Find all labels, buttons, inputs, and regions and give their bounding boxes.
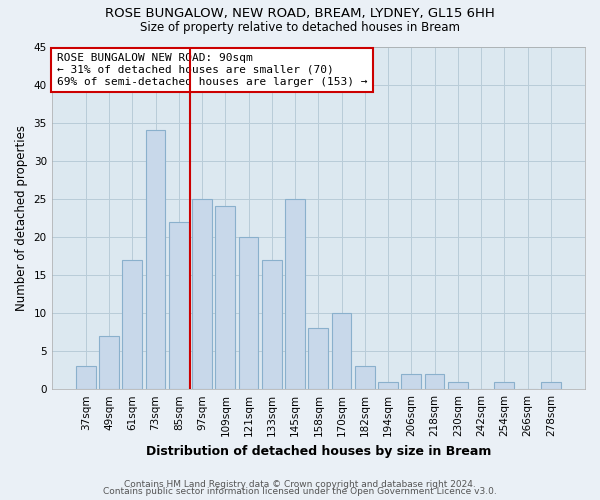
Text: Size of property relative to detached houses in Bream: Size of property relative to detached ho… bbox=[140, 21, 460, 34]
Bar bbox=[239, 237, 259, 389]
Bar bbox=[285, 199, 305, 389]
Bar bbox=[332, 313, 352, 389]
Text: Contains HM Land Registry data © Crown copyright and database right 2024.: Contains HM Land Registry data © Crown c… bbox=[124, 480, 476, 489]
Bar bbox=[425, 374, 445, 389]
Text: ROSE BUNGALOW NEW ROAD: 90sqm
← 31% of detached houses are smaller (70)
69% of s: ROSE BUNGALOW NEW ROAD: 90sqm ← 31% of d… bbox=[57, 54, 367, 86]
Bar bbox=[169, 222, 188, 389]
Bar bbox=[378, 382, 398, 389]
Bar bbox=[541, 382, 561, 389]
X-axis label: Distribution of detached houses by size in Bream: Distribution of detached houses by size … bbox=[146, 444, 491, 458]
Bar bbox=[401, 374, 421, 389]
Bar bbox=[448, 382, 468, 389]
Bar bbox=[122, 260, 142, 389]
Bar bbox=[192, 199, 212, 389]
Y-axis label: Number of detached properties: Number of detached properties bbox=[15, 125, 28, 311]
Bar bbox=[494, 382, 514, 389]
Bar bbox=[76, 366, 95, 389]
Bar bbox=[215, 206, 235, 389]
Bar bbox=[355, 366, 375, 389]
Bar bbox=[262, 260, 282, 389]
Bar bbox=[99, 336, 119, 389]
Bar bbox=[146, 130, 166, 389]
Bar bbox=[308, 328, 328, 389]
Text: ROSE BUNGALOW, NEW ROAD, BREAM, LYDNEY, GL15 6HH: ROSE BUNGALOW, NEW ROAD, BREAM, LYDNEY, … bbox=[105, 8, 495, 20]
Text: Contains public sector information licensed under the Open Government Licence v3: Contains public sector information licen… bbox=[103, 487, 497, 496]
